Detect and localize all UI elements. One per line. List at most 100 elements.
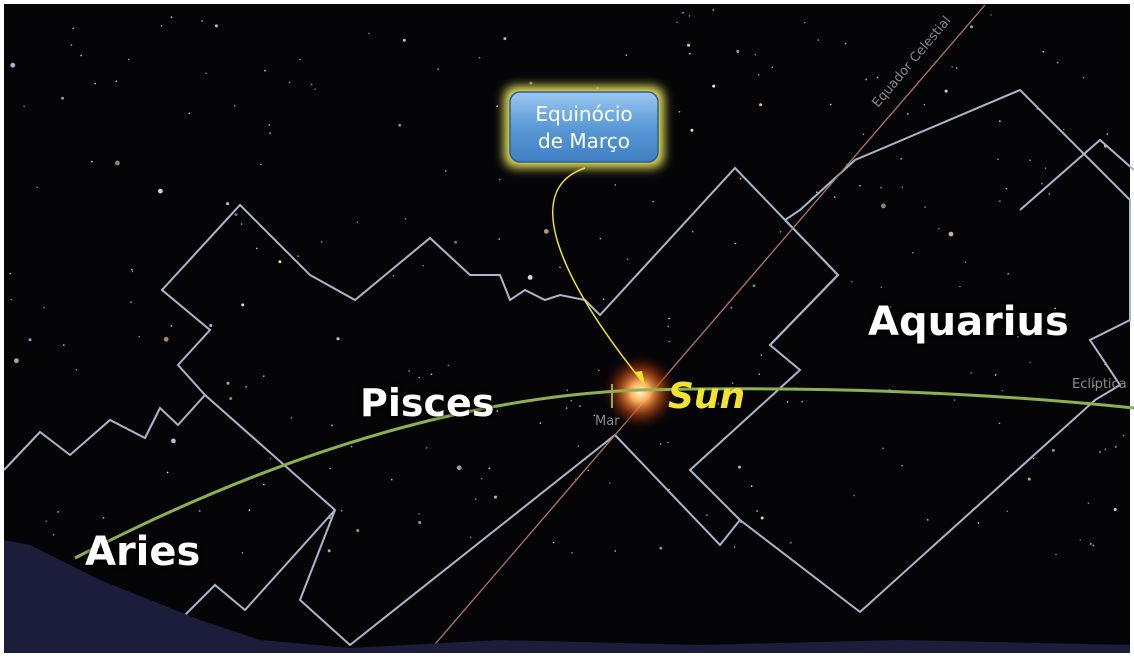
star xyxy=(734,546,736,548)
ecliptic-label: Eclíptica xyxy=(1072,377,1127,392)
star xyxy=(475,498,477,500)
star xyxy=(787,401,789,403)
star xyxy=(570,400,572,402)
star xyxy=(579,405,581,407)
star xyxy=(403,39,406,42)
star xyxy=(241,223,243,225)
star xyxy=(226,202,229,205)
star xyxy=(457,465,462,470)
star xyxy=(1063,129,1065,131)
star xyxy=(328,549,331,552)
constellation-label: Aries xyxy=(85,529,200,575)
star xyxy=(94,83,96,85)
star xyxy=(115,161,120,166)
star xyxy=(559,267,561,269)
star xyxy=(756,510,758,512)
star xyxy=(1033,458,1035,460)
star xyxy=(171,325,173,327)
star xyxy=(171,16,173,18)
star xyxy=(528,275,533,280)
star xyxy=(161,25,163,27)
star xyxy=(229,397,232,400)
star xyxy=(731,307,733,309)
star xyxy=(278,260,281,263)
star xyxy=(668,318,670,320)
star xyxy=(1105,448,1107,450)
star xyxy=(660,443,662,445)
star xyxy=(264,70,266,72)
star xyxy=(418,377,420,379)
star xyxy=(1041,183,1043,185)
star xyxy=(1002,390,1004,392)
star xyxy=(881,286,883,288)
star xyxy=(1055,554,1057,556)
star xyxy=(1006,188,1008,190)
star xyxy=(314,88,316,90)
star xyxy=(999,120,1001,122)
star xyxy=(938,228,940,230)
star xyxy=(291,417,293,419)
star xyxy=(46,520,48,522)
star xyxy=(865,79,867,81)
star xyxy=(615,184,617,186)
star xyxy=(422,265,424,267)
star xyxy=(321,241,323,243)
star xyxy=(132,271,134,273)
star xyxy=(659,547,662,550)
star xyxy=(804,22,806,24)
star xyxy=(201,20,203,22)
star xyxy=(859,185,861,187)
star xyxy=(740,178,742,180)
star xyxy=(851,281,853,283)
star xyxy=(23,106,25,108)
star xyxy=(1049,193,1051,195)
constellation-label: Pisces xyxy=(360,381,494,425)
star xyxy=(1099,451,1101,453)
star xyxy=(1083,77,1085,79)
star xyxy=(1114,508,1117,511)
star xyxy=(912,252,914,254)
star xyxy=(91,161,93,163)
star xyxy=(954,399,956,401)
star xyxy=(36,187,38,189)
star xyxy=(667,442,669,444)
star xyxy=(881,204,886,209)
star xyxy=(189,113,191,115)
star xyxy=(398,124,401,127)
star xyxy=(902,186,904,188)
star xyxy=(751,485,753,487)
star xyxy=(863,134,865,136)
star xyxy=(687,44,690,47)
star xyxy=(801,401,803,403)
star xyxy=(1007,273,1009,275)
star xyxy=(269,124,271,126)
star xyxy=(57,511,59,513)
star xyxy=(924,206,926,208)
star xyxy=(615,550,617,552)
star xyxy=(61,97,64,100)
star xyxy=(609,482,611,484)
star xyxy=(907,113,909,115)
star xyxy=(53,534,55,536)
star xyxy=(351,446,353,448)
star xyxy=(116,81,118,83)
star xyxy=(970,372,972,374)
star xyxy=(489,467,491,469)
star xyxy=(598,370,600,372)
star xyxy=(901,465,903,467)
star xyxy=(1029,160,1031,162)
star xyxy=(445,170,447,172)
sun-label: Sun xyxy=(668,376,745,417)
callout-text: de Março xyxy=(538,129,630,153)
star xyxy=(418,521,421,524)
star xyxy=(270,458,272,460)
star xyxy=(1028,478,1031,481)
star xyxy=(999,200,1001,202)
star xyxy=(299,59,301,61)
star xyxy=(753,284,756,287)
star xyxy=(9,273,11,275)
star xyxy=(76,369,78,371)
star xyxy=(571,552,573,554)
star xyxy=(209,324,212,327)
star xyxy=(761,517,764,520)
